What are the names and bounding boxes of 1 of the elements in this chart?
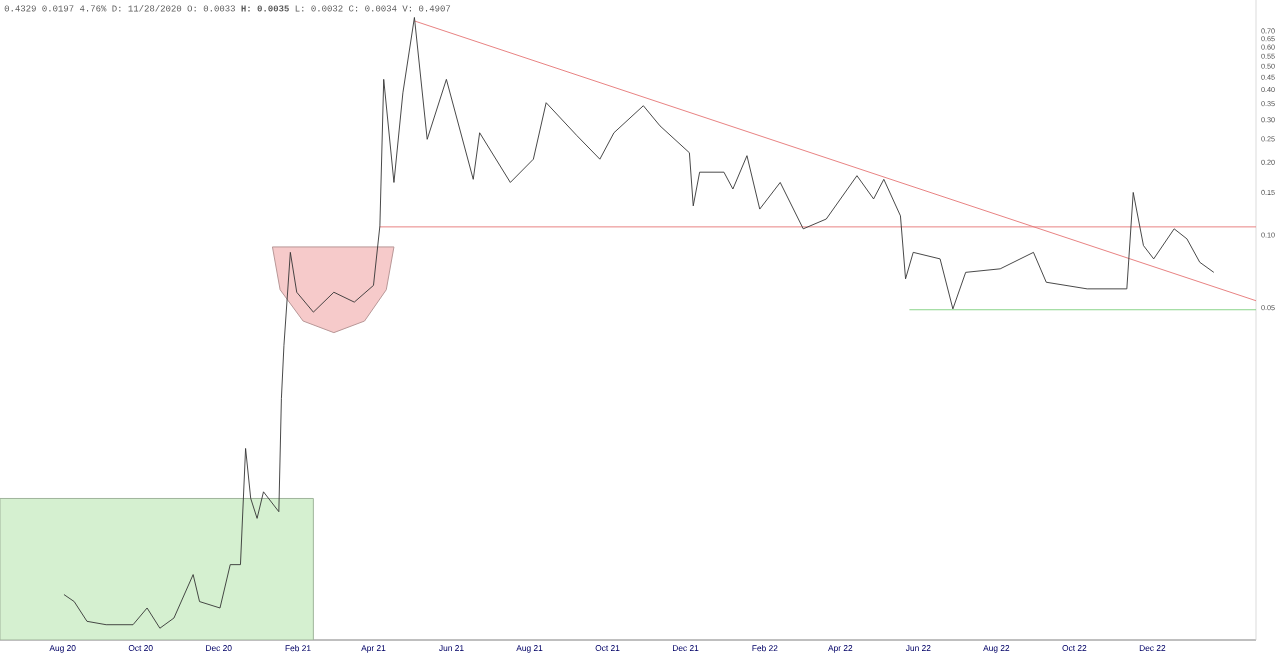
line-series — [63, 17, 1215, 629]
